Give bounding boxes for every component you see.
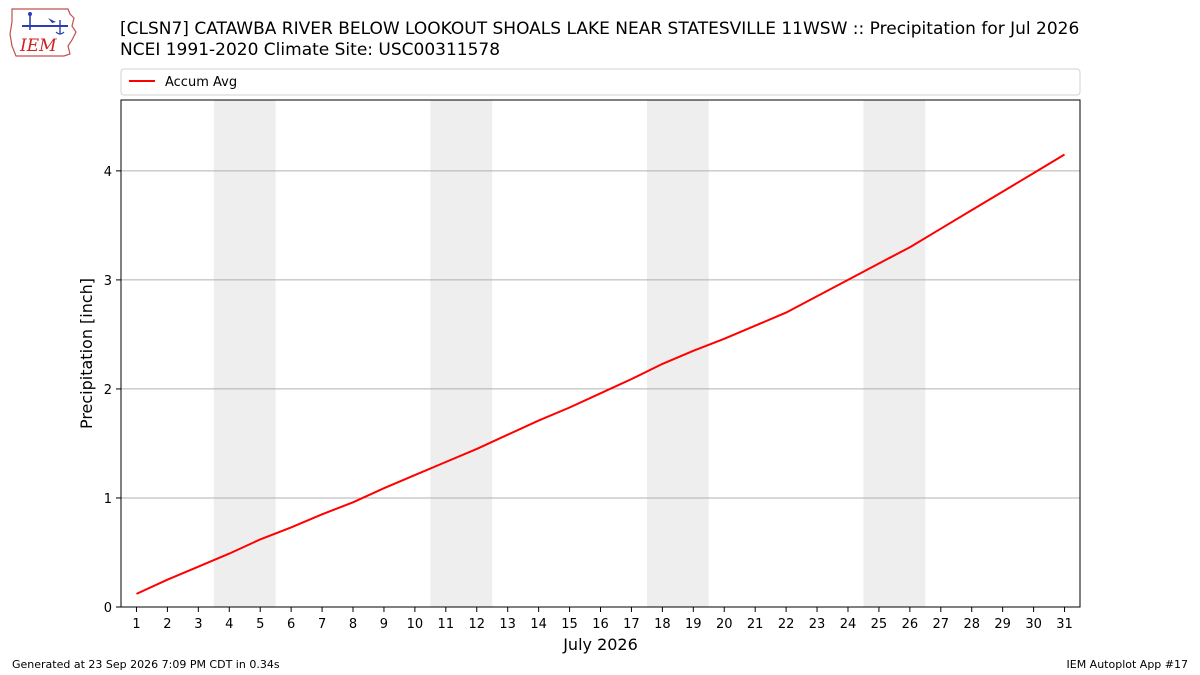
chart-title: [CLSN7] CATAWBA RIVER BELOW LOOKOUT SHOA…	[120, 19, 1079, 61]
x-tick-label: 2	[163, 617, 171, 632]
x-tick-label: 27	[933, 617, 950, 632]
y-tick-label: 0	[104, 601, 112, 616]
y-tick-label: 2	[104, 383, 112, 398]
x-tick-label: 17	[623, 617, 640, 632]
series-line-accum-avg	[136, 153, 1066, 595]
x-tick-label: 25	[871, 617, 888, 632]
weekend-band	[430, 100, 493, 607]
y-tick-label: 1	[104, 492, 112, 507]
x-tick-label: 21	[747, 617, 764, 632]
iem-logo[interactable]: IEM	[8, 6, 80, 58]
legend: Accum Avg	[120, 68, 1081, 96]
x-tick-label: 15	[561, 617, 578, 632]
x-tick-label: 3	[194, 617, 202, 632]
x-tick-label: 5	[256, 617, 264, 632]
x-tick-label: 13	[499, 617, 516, 632]
x-tick-label: 10	[407, 617, 424, 632]
x-tick-label: 20	[716, 617, 733, 632]
autoplot-app-label: IEM Autoplot App #17	[1066, 658, 1189, 671]
title-line-1: [CLSN7] CATAWBA RIVER BELOW LOOKOUT SHOA…	[120, 19, 1080, 39]
legend-label: Accum Avg	[165, 75, 237, 90]
iem-logo-icon: IEM	[9, 8, 77, 57]
logo-text: IEM	[19, 36, 57, 56]
x-tick-label: 12	[468, 617, 485, 632]
x-tick-label: 6	[287, 617, 295, 632]
weekend-band	[213, 100, 276, 607]
x-tick-label: 9	[380, 617, 388, 632]
generated-timestamp: Generated at 23 Sep 2026 7:09 PM CDT in …	[12, 658, 280, 671]
weekend-band	[646, 100, 709, 607]
legend-frame	[120, 68, 1081, 96]
x-tick-label: 28	[963, 617, 980, 632]
x-tick-label: 8	[349, 617, 357, 632]
x-tick-label: 22	[778, 617, 795, 632]
x-tick-label: 18	[654, 617, 671, 632]
x-tick-label: 29	[994, 617, 1011, 632]
x-tick-label: 26	[902, 617, 919, 632]
x-tick-label: 4	[225, 617, 233, 632]
x-tick-label: 23	[809, 617, 826, 632]
y-axis-label: Precipitation [inch]	[77, 278, 96, 429]
x-tick-label: 16	[592, 617, 609, 632]
x-tick-label: 19	[685, 617, 702, 632]
y-tick-label: 3	[104, 274, 112, 289]
x-tick-label: 11	[438, 617, 455, 632]
x-tick-label: 14	[530, 617, 547, 632]
x-axis-label: July 2026	[562, 635, 638, 654]
title-line-2: NCEI 1991-2020 Climate Site: USC00311578	[120, 40, 501, 60]
weekend-band	[863, 100, 926, 607]
x-tick-label: 7	[318, 617, 326, 632]
x-tick-label: 24	[840, 617, 857, 632]
x-tick-label: 30	[1025, 617, 1042, 632]
x-tick-label: 1	[132, 617, 140, 632]
x-tick-label: 31	[1056, 617, 1073, 632]
y-tick-label: 4	[104, 165, 112, 180]
